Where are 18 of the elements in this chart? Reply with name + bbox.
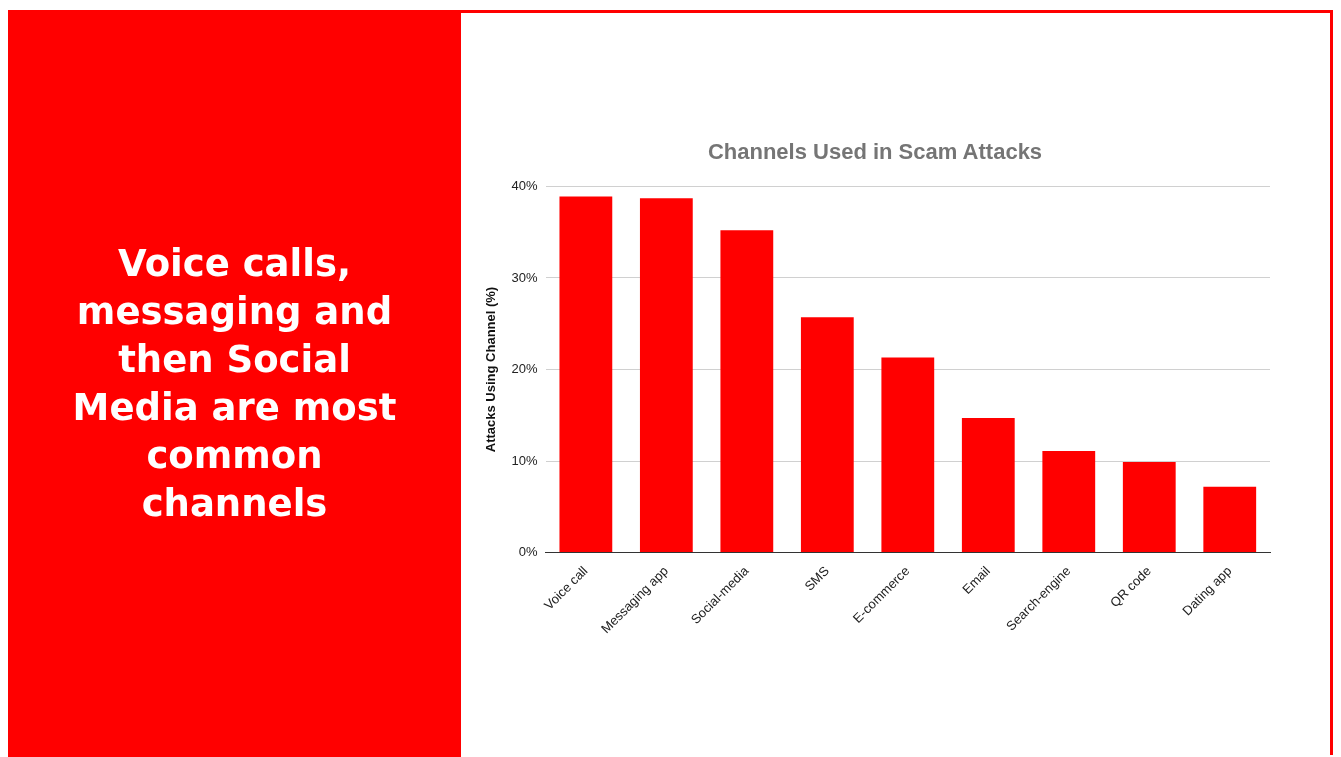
y-tick-label: 0% [518, 544, 539, 560]
chart-title: Channels Used in Scam Attacks [707, 139, 1043, 165]
bar [720, 230, 774, 553]
bar [559, 196, 613, 553]
y-axis-title: Attacks Using Channel (%) [483, 286, 499, 453]
bar [1042, 451, 1096, 553]
text: Voice calls, messaging and then Social Media are most common channels [71, 240, 398, 527]
x-tick-label: QR code [1107, 563, 1154, 611]
bar [1122, 461, 1176, 553]
bar [961, 418, 1015, 553]
bar [1203, 486, 1257, 553]
y-tick-label: 10% [511, 452, 539, 468]
bar [639, 198, 693, 553]
y-tick-label: 40% [511, 177, 539, 193]
y-tick-label: 20% [511, 361, 539, 377]
bar [881, 357, 935, 553]
bar [800, 317, 854, 553]
y-tick-label: 30% [511, 269, 539, 285]
